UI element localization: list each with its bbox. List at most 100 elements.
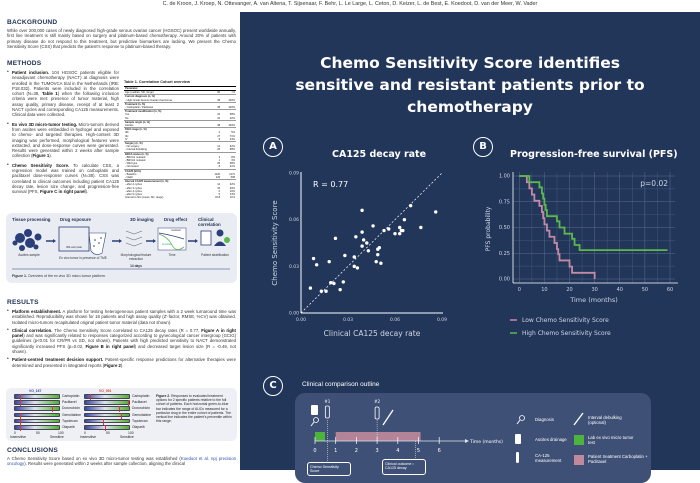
well-zoom-icon bbox=[88, 232, 107, 255]
table-row: Ascites 38 100% bbox=[124, 124, 236, 128]
drug-range-bar bbox=[84, 425, 130, 431]
table-row: Treatment (n, %) bbox=[124, 101, 236, 107]
table-cell: 12 bbox=[217, 145, 221, 149]
table-cell: 8% bbox=[231, 155, 235, 159]
item-text: Micro-tumors derived from ascites were e… bbox=[12, 121, 119, 159]
item-ref: Table 1 bbox=[42, 91, 58, 97]
table-cell: 5% bbox=[231, 131, 235, 135]
tick-label: 3 bbox=[376, 448, 379, 454]
table-cell: 16 bbox=[217, 116, 221, 120]
tick-label: 6 bbox=[438, 448, 441, 454]
x-tick-label: 0.09 bbox=[437, 317, 447, 323]
legend-label: Low Chemo Sensitivity Score bbox=[522, 317, 609, 324]
x-axis-title: Clinical CA125 decay rate bbox=[324, 329, 421, 338]
legend-ca125: CA-125 measurement bbox=[535, 453, 562, 463]
step-sub: Morphological feature extraction bbox=[120, 253, 152, 261]
data-point bbox=[332, 281, 336, 286]
arrow-icon bbox=[465, 439, 469, 443]
table-row: Interval CA125 measurement (n, %) bbox=[124, 179, 236, 184]
drug-label: Paclitaxel bbox=[62, 400, 77, 405]
drug-range-bar bbox=[14, 418, 60, 425]
table-cell: 2172 bbox=[229, 172, 235, 176]
data-point bbox=[327, 259, 331, 264]
x-tick-label: 10 bbox=[541, 287, 547, 293]
table-cell: 26 bbox=[217, 148, 221, 152]
data-point bbox=[393, 231, 397, 236]
conclusions-heading: CONCLUSIONS bbox=[7, 447, 58, 454]
table-cell bbox=[221, 119, 236, 125]
lab-test-swatch bbox=[574, 435, 584, 445]
results-heading: RESULTS bbox=[7, 299, 39, 306]
x-tick-label: 0 bbox=[518, 287, 521, 293]
axis-label: Time (months) bbox=[469, 439, 503, 445]
table-cell: - Interval debulking bbox=[125, 148, 147, 152]
axis-label: Sensitive bbox=[120, 435, 134, 439]
table-cell bbox=[221, 109, 236, 114]
table-cell: No bbox=[125, 116, 129, 120]
table-cell: 27 bbox=[217, 134, 221, 138]
data-point bbox=[360, 230, 364, 234]
table-cell: Yes bbox=[125, 113, 130, 117]
table-cell: 16% bbox=[229, 189, 235, 193]
x-tick-label: 20 bbox=[566, 287, 572, 293]
table-cell: - after 3 cycles bbox=[125, 186, 142, 190]
background-heading: BACKGROUND bbox=[7, 19, 58, 26]
data-point bbox=[402, 217, 407, 222]
charts-layer: 0.00 0.03 0.06 0.09 0.00 0.03 0.06 0.09 Clinical… bbox=[271, 171, 678, 465]
y-tick-label: 0.09 bbox=[289, 171, 299, 177]
legend-label: High Chemo Sensitivity Score bbox=[522, 330, 611, 337]
table-cell: 68% bbox=[229, 148, 235, 152]
patient-marker bbox=[103, 418, 104, 425]
item-title: Patient inclusion. bbox=[12, 70, 50, 75]
table-cell: 3% bbox=[231, 159, 235, 163]
axis-tick: 100 bbox=[58, 431, 64, 435]
step-label: Clinical correlation bbox=[198, 217, 221, 227]
data-point bbox=[371, 224, 375, 228]
table-cell: 21% bbox=[229, 165, 235, 169]
table-cell: 13% bbox=[229, 193, 235, 197]
table-cell: 1120 bbox=[214, 172, 221, 176]
scatter-chart: 0.00 0.03 0.06 0.09 0.00 0.03 0.06 0.09 Clinical… bbox=[271, 171, 447, 339]
x-axis-title: Time (months) bbox=[569, 296, 618, 304]
x-tick-label: 30 bbox=[591, 287, 597, 293]
y-axis-title: Chemo Sensitivity Score bbox=[271, 200, 279, 285]
drug-label: Olaparib bbox=[132, 425, 145, 429]
legend-lab-test: Lab ex vivo micro tumor test bbox=[588, 435, 634, 445]
table-row: - Baseline 1120 2172 bbox=[124, 173, 236, 176]
patient-marker bbox=[118, 406, 120, 413]
table-cell bbox=[221, 127, 236, 132]
panel-a-badge: A bbox=[263, 137, 283, 157]
data-point bbox=[366, 249, 371, 253]
data-point bbox=[329, 280, 333, 285]
x-tick-label: 0.03 bbox=[343, 317, 353, 323]
table-cell bbox=[208, 109, 222, 114]
table-cell: - Nadir bbox=[125, 176, 133, 180]
conclusions-text: A Chemo Sensitivity Score based on ex vi… bbox=[7, 456, 236, 467]
table-cell: - High Grade Serous Ovarian Carcinoma bbox=[125, 98, 172, 102]
magnifier-icon bbox=[313, 417, 319, 423]
ca125-tube-icon bbox=[374, 406, 380, 420]
table-cell: 1 bbox=[218, 159, 221, 163]
drug-range-bar bbox=[14, 394, 60, 400]
panel-b-title: Progression-free survival (PFS) bbox=[510, 149, 678, 160]
clinical-outcome-box: Clinical outcome • CA125 decay bbox=[382, 459, 426, 475]
patient-marker bbox=[127, 400, 129, 407]
reference-link[interactable]: Koedoot et al. npj precision oncology bbox=[7, 456, 236, 467]
ca125-tube-icon bbox=[324, 405, 330, 419]
table-caption: Table 1. Correlation Cohort overview bbox=[124, 80, 190, 84]
drug-range-bar bbox=[14, 400, 60, 407]
methods-heading: METHODS bbox=[7, 60, 42, 67]
table-cell: 9 bbox=[218, 137, 221, 141]
data-point bbox=[355, 266, 360, 270]
table-cell bbox=[221, 179, 236, 184]
patient-marker bbox=[89, 394, 91, 400]
data-point bbox=[324, 289, 328, 293]
table-cell: 100% bbox=[228, 106, 235, 110]
table-row: - BRCA1 mutated 3 8% bbox=[124, 156, 236, 159]
figure-1-caption: Figure 1. Overview of the ex vivo 3D mic… bbox=[12, 274, 106, 278]
y-tick-label: 0.03 bbox=[289, 264, 299, 270]
table-cell: 24% bbox=[229, 137, 235, 141]
table-row: - Carboplatin / Paclitaxel 38 100% bbox=[124, 106, 236, 110]
data-point bbox=[419, 225, 423, 230]
table-cell: Age (median, SD, range) bbox=[125, 91, 154, 95]
